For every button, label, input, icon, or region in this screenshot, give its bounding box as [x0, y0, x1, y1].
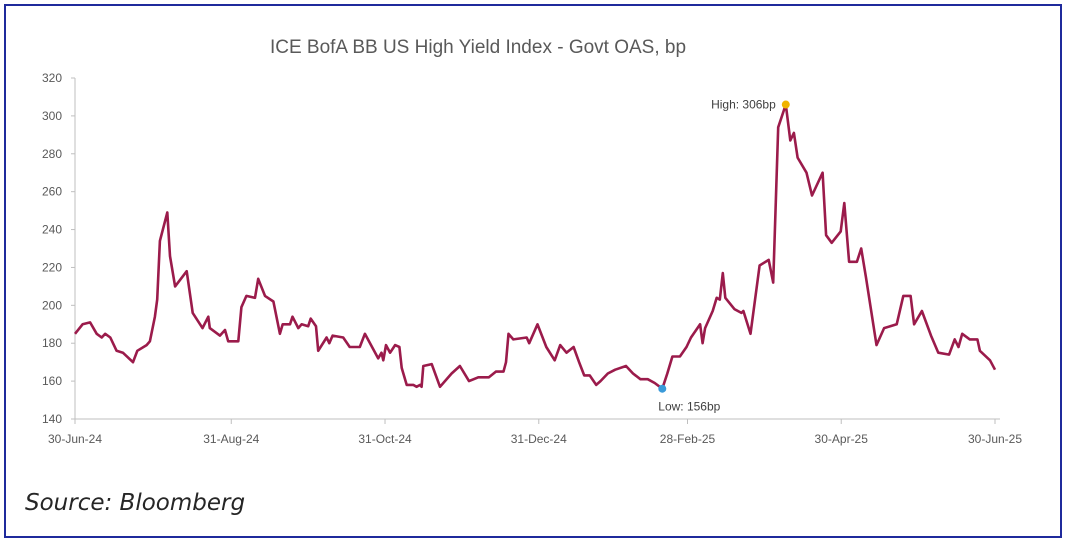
y-tick-label: 160	[42, 374, 62, 388]
chart-title: ICE BofA BB US High Yield Index - Govt O…	[270, 37, 686, 58]
y-tick-label: 140	[42, 412, 62, 426]
low-point-marker	[658, 384, 667, 393]
x-tick-label: 31-Dec-24	[511, 432, 567, 446]
y-tick-label: 180	[42, 336, 62, 350]
high-label: High: 306bp	[711, 98, 776, 112]
y-tick-label: 320	[42, 71, 62, 85]
source-note: Source: Bloomberg	[25, 490, 246, 516]
x-tick-label: 28-Feb-25	[660, 432, 716, 446]
chart-frame	[4, 4, 1062, 538]
x-tick-label: 30-Jun-25	[968, 432, 1022, 446]
y-tick-label: 260	[42, 185, 62, 199]
x-tick-label: 31-Oct-24	[358, 432, 412, 446]
y-tick-label: 200	[42, 298, 62, 312]
high-point-marker	[781, 100, 790, 109]
series-line-oas	[73, 103, 997, 391]
low-label: Low: 156bp	[658, 400, 720, 414]
y-tick-label: 240	[42, 223, 62, 237]
x-tick-label: 30-Jun-24	[48, 432, 102, 446]
y-tick-label: 300	[42, 109, 62, 123]
y-tick-label: 220	[42, 260, 62, 274]
y-tick-label: 280	[42, 147, 62, 161]
x-tick-label: 31-Aug-24	[203, 432, 259, 446]
x-tick-label: 30-Apr-25	[815, 432, 869, 446]
